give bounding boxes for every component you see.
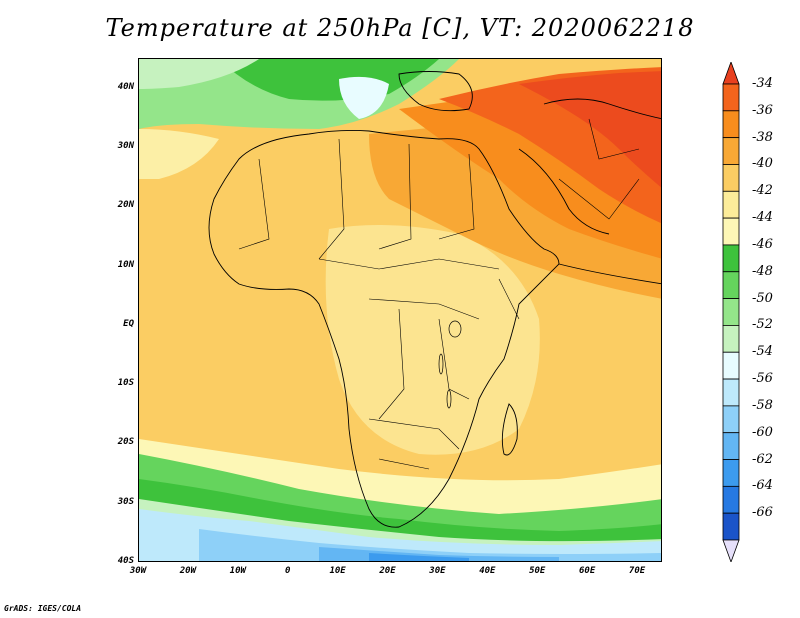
colorbar-segment	[722, 190, 740, 219]
colorbar-tick-label: -64	[752, 478, 773, 494]
lat-tick-label: 10S	[117, 378, 134, 389]
field-minus60	[369, 553, 469, 561]
footer-credit: GrADS: IGES/COLA	[4, 604, 82, 613]
colorbar-segment	[722, 83, 740, 112]
colorbar-tick-label: -38	[752, 129, 773, 145]
lon-tick-label: 0	[284, 566, 291, 576]
colorbar-tick-label: -44	[752, 210, 773, 226]
temperature-map	[138, 58, 662, 562]
colorbar-segment	[722, 244, 740, 273]
lon-tick-label: 70E	[628, 566, 646, 576]
colorbar-segment	[722, 110, 740, 139]
field-minus52-north	[339, 76, 389, 119]
lat-tick-label: 20N	[117, 200, 134, 211]
colorbar-segment	[722, 271, 740, 299]
colorbar-tick-label: -66	[752, 505, 773, 521]
colorbar-segment	[722, 217, 740, 246]
colorbar-segment	[722, 325, 740, 353]
lon-tick-label: 30E	[429, 566, 446, 576]
lon-tick-label: 10W	[229, 566, 246, 576]
lon-tick-label: 10E	[329, 566, 346, 576]
lat-tick-label: 30S	[117, 496, 134, 507]
chart-title: Temperature at 250hPa [C], VT: 202006221…	[105, 14, 695, 42]
lat-tick-label: 10N	[117, 259, 134, 270]
colorbar-tick-label: -56	[752, 371, 773, 387]
colorbar-segment	[722, 485, 740, 514]
colorbar-segment	[722, 405, 740, 434]
colorbar-tick-label: -42	[752, 183, 773, 199]
field-minus34	[519, 71, 661, 188]
colorbar-tick-label: -40	[752, 156, 773, 172]
country-borders	[238, 118, 640, 470]
lon-tick-label: 50E	[529, 566, 546, 576]
coastlines	[208, 71, 661, 528]
colorbar-tick-label: -48	[752, 263, 773, 279]
colorbar-tick-label: -60	[752, 424, 773, 440]
lat-tick-label: 40S	[117, 556, 134, 566]
colorbar-segment	[722, 164, 740, 192]
lon-tick-label: 40E	[479, 566, 496, 576]
colorbar-tick-label: -62	[752, 451, 773, 467]
field-atlantic-44	[139, 129, 219, 179]
colorbar-tick-label: -52	[752, 317, 773, 333]
colorbar-segment	[722, 298, 740, 326]
colorbar-tick-label: -46	[752, 236, 773, 252]
colorbar-segment	[722, 351, 740, 380]
lat-tick-label: 40N	[117, 81, 134, 92]
colorbar-tick-label: -36	[752, 102, 773, 118]
colorbar-top-arrow	[722, 62, 740, 85]
field-minus50-north	[139, 59, 259, 89]
lakes	[438, 320, 462, 409]
lon-tick-label: 30W	[129, 566, 147, 576]
lon-tick-label: 20E	[379, 566, 396, 576]
lat-tick-label: EQ	[123, 318, 134, 329]
colorbar-segment	[722, 378, 740, 407]
lon-tick-label: 60E	[579, 566, 596, 576]
colorbar	[722, 62, 740, 562]
colorbar-segment	[722, 459, 740, 487]
map-canvas	[139, 59, 661, 561]
colorbar-segment	[722, 137, 740, 165]
lat-tick-label: 20S	[117, 437, 134, 448]
colorbar-segment	[722, 512, 740, 541]
field-central-44	[325, 225, 540, 455]
colorbar-tick-label: -50	[752, 290, 773, 306]
colorbar-bottom-arrow	[722, 539, 740, 562]
field-minus56	[199, 529, 661, 561]
lat-tick-label: 30N	[117, 140, 134, 151]
lon-tick-label: 20W	[179, 566, 197, 576]
colorbar-tick-label: -58	[752, 397, 773, 413]
colorbar-tick-label: -54	[752, 344, 773, 360]
colorbar-tick-label: -34	[752, 76, 773, 91]
colorbar-segment	[722, 432, 740, 460]
